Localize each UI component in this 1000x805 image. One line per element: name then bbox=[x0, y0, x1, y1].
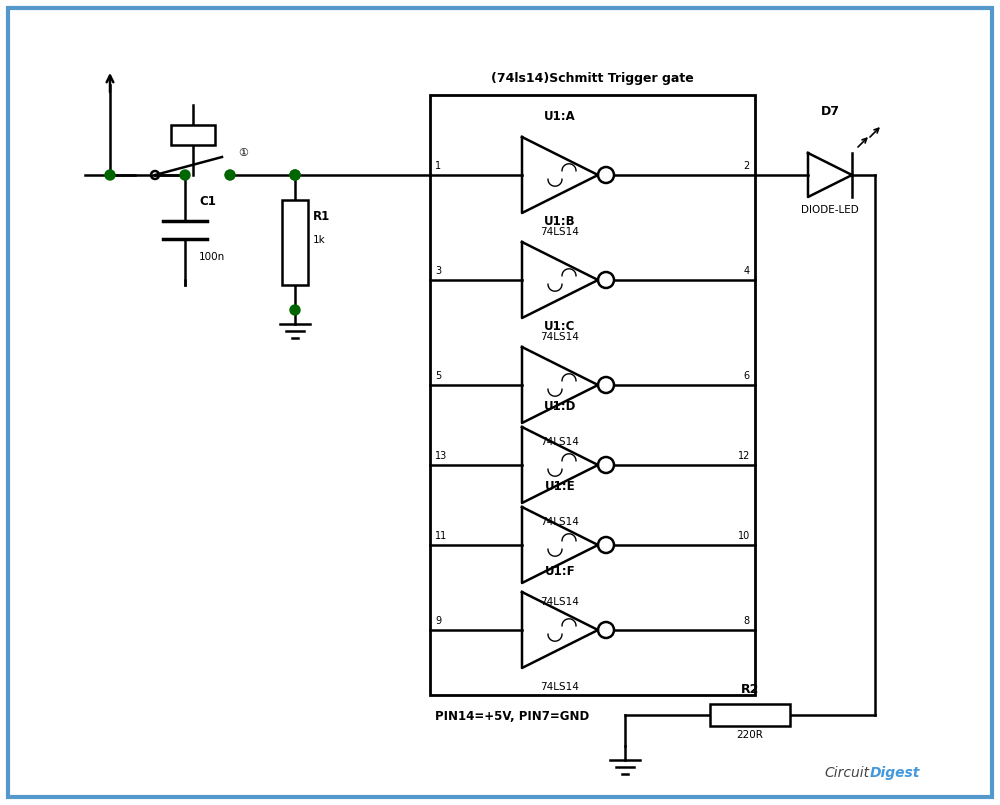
Text: R1: R1 bbox=[313, 210, 330, 223]
Text: 1: 1 bbox=[435, 161, 441, 171]
Text: 100n: 100n bbox=[199, 252, 225, 262]
Text: 74LS14: 74LS14 bbox=[541, 437, 579, 447]
Bar bbox=[430, 95, 755, 695]
Text: 2: 2 bbox=[744, 161, 750, 171]
Text: 10: 10 bbox=[738, 531, 750, 541]
Circle shape bbox=[105, 170, 115, 180]
Text: 6: 6 bbox=[744, 371, 750, 381]
Circle shape bbox=[290, 170, 300, 180]
Text: ①: ① bbox=[238, 148, 248, 158]
Text: 74LS14: 74LS14 bbox=[541, 227, 579, 237]
Text: 3: 3 bbox=[435, 266, 441, 276]
Circle shape bbox=[290, 170, 300, 180]
Text: 4: 4 bbox=[744, 266, 750, 276]
Text: 11: 11 bbox=[435, 531, 447, 541]
Text: (74ls14)Schmitt Trigger gate: (74ls14)Schmitt Trigger gate bbox=[491, 72, 694, 85]
Text: U1:A: U1:A bbox=[544, 110, 576, 123]
Bar bbox=[282, 200, 308, 285]
Bar bbox=[170, 125, 214, 145]
Text: 74LS14: 74LS14 bbox=[541, 517, 579, 527]
Text: 9: 9 bbox=[435, 616, 441, 626]
Text: PIN14=+5V, PIN7=GND: PIN14=+5V, PIN7=GND bbox=[435, 710, 589, 723]
Text: 12: 12 bbox=[738, 451, 750, 461]
Circle shape bbox=[225, 170, 235, 180]
Text: Digest: Digest bbox=[870, 766, 920, 780]
Text: 13: 13 bbox=[435, 451, 447, 461]
Text: U1:B: U1:B bbox=[544, 215, 576, 228]
Text: R2: R2 bbox=[741, 683, 759, 696]
Text: C1: C1 bbox=[199, 195, 216, 208]
Text: 74LS14: 74LS14 bbox=[541, 597, 579, 607]
Text: 1k: 1k bbox=[313, 235, 326, 245]
Text: Circuit: Circuit bbox=[825, 766, 870, 780]
Text: 8: 8 bbox=[744, 616, 750, 626]
Text: U1:F: U1:F bbox=[545, 565, 575, 578]
Bar bbox=[710, 704, 790, 726]
Text: 5: 5 bbox=[435, 371, 441, 381]
Text: DIODE-LED: DIODE-LED bbox=[801, 205, 859, 215]
Text: 220R: 220R bbox=[737, 730, 763, 740]
Text: U1:C: U1:C bbox=[544, 320, 576, 333]
Text: U1:D: U1:D bbox=[544, 400, 576, 413]
Circle shape bbox=[180, 170, 190, 180]
Text: U1:E: U1:E bbox=[545, 480, 575, 493]
Text: 74LS14: 74LS14 bbox=[541, 682, 579, 692]
Text: 74LS14: 74LS14 bbox=[541, 332, 579, 342]
Text: D7: D7 bbox=[820, 105, 840, 118]
Circle shape bbox=[290, 305, 300, 315]
